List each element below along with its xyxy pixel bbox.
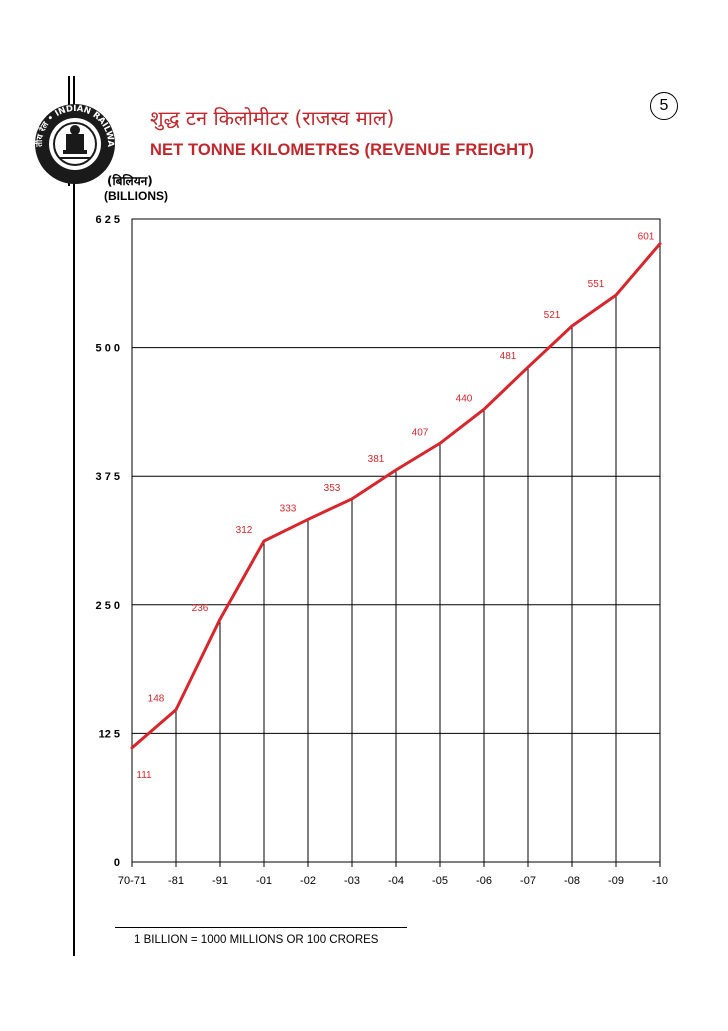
y-tick-label: 3 7 5 <box>96 471 120 483</box>
left-margin-line <box>73 76 75 956</box>
x-tick-label: -07 <box>520 875 536 887</box>
data-label: 353 <box>324 483 341 494</box>
chart-title-hindi: शुद्ध टन किलोमीटर (राजस्व माल) <box>150 106 395 130</box>
y-tick-label: 6 2 5 <box>96 214 120 226</box>
unit-label-hindi: (बिलियन) <box>107 174 153 188</box>
data-label: 148 <box>148 694 165 705</box>
x-tick-label: -05 <box>432 875 448 887</box>
page-number-badge: 5 <box>650 92 678 120</box>
chart-title-english: NET TONNE KILOMETRES (REVENUE FREIGHT) <box>150 141 534 159</box>
footnote-rule <box>115 927 407 928</box>
y-tick-label: 12 5 <box>99 728 120 740</box>
x-tick-label: -10 <box>652 875 668 887</box>
data-label: 312 <box>236 525 253 536</box>
y-tick-label: 0 <box>114 857 120 869</box>
data-label: 381 <box>368 454 385 465</box>
data-label: 551 <box>588 279 605 290</box>
data-label: 601 <box>638 232 655 243</box>
x-tick-label: -06 <box>476 875 492 887</box>
data-label: 407 <box>412 427 429 438</box>
x-tick-label: -04 <box>388 875 404 887</box>
y-tick-label: 2 5 0 <box>96 600 120 612</box>
data-label: 440 <box>456 393 473 404</box>
series-line <box>130 242 662 750</box>
x-tick-label: -02 <box>300 875 316 887</box>
data-label: 333 <box>280 503 297 514</box>
unit-label-english: (BILLIONS) <box>104 189 168 203</box>
indian-railways-logo-icon: भारतीय रेल • INDIAN RAILWAYS <box>30 100 115 184</box>
data-label: 111 <box>136 770 152 781</box>
data-label: 481 <box>500 351 517 362</box>
footnote: 1 BILLION = 1000 MILLIONS OR 100 CRORES <box>134 934 379 946</box>
x-tick-label: -03 <box>344 875 360 887</box>
x-tick-label: -81 <box>168 875 184 887</box>
x-tick-label: -09 <box>608 875 624 887</box>
x-tick-label: 70-71 <box>118 875 146 887</box>
x-tick-label: -08 <box>564 875 580 887</box>
y-tick-label: 5 0 0 <box>96 343 120 355</box>
x-tick-label: -91 <box>212 875 228 887</box>
data-label: 521 <box>544 310 561 321</box>
x-tick-label: -01 <box>256 875 272 887</box>
data-label: 236 <box>192 603 209 614</box>
